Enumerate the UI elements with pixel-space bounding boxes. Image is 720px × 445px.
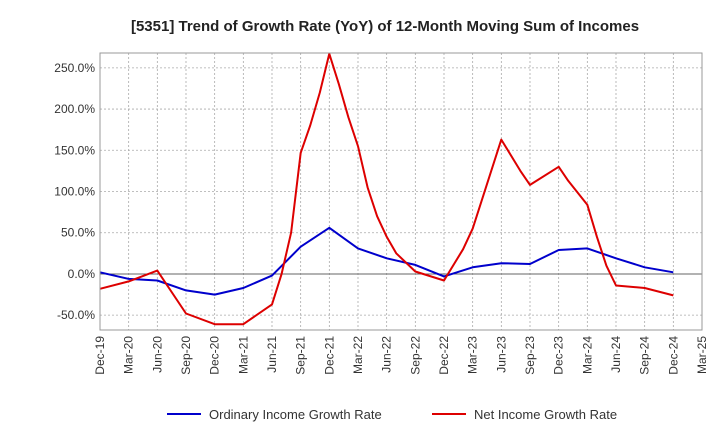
y-tick-label: 250.0% [54,61,95,75]
x-tick-label: Mar-21 [236,336,250,374]
x-tick-label: Sep-20 [179,336,193,375]
x-tick-label: Jun-22 [380,336,394,373]
x-tick-label: Mar-22 [351,336,365,374]
x-tick-label: Dec-21 [322,336,336,375]
x-tick-label: Dec-23 [552,336,566,375]
legend: Ordinary Income Growth Rate Net Income G… [167,407,617,422]
x-tick-label: Dec-19 [93,336,107,375]
series-lines [99,52,674,326]
legend-label-net-income: Net Income Growth Rate [474,407,617,422]
series-line-ordinary-income [99,226,674,296]
x-tick-label: Dec-24 [666,336,680,375]
x-tick-label: Dec-20 [208,336,222,375]
grid-lines [99,53,703,330]
x-tick-label: Mar-23 [466,336,480,374]
plot-frame [99,52,703,331]
y-tick-label: 200.0% [54,102,95,116]
y-tick-label: -50.0% [57,308,95,322]
y-tick-label: 150.0% [54,143,95,157]
legend-label-ordinary-income: Ordinary Income Growth Rate [209,407,382,422]
x-tick-label: Sep-24 [638,336,652,375]
x-tick-label: Mar-25 [695,336,709,374]
x-tick-label: Dec-22 [437,336,451,375]
x-tick-label: Mar-20 [122,336,136,374]
x-tick-label: Mar-24 [580,336,594,374]
x-tick-label: Jun-21 [265,336,279,373]
series-line-net-income [99,52,674,326]
y-tick-label: 0.0% [68,267,96,281]
axis-labels: Dec-19 Mar-20 Jun-20 Sep-20 Dec-20 Mar-21 Jun-… [54,61,709,375]
y-tick-label: 100.0% [54,185,95,199]
x-tick-label: Jun-23 [494,336,508,373]
x-tick-label: Sep-23 [523,336,537,375]
chart-title: [5351] Trend of Growth Rate (YoY) of 12-… [131,18,639,35]
x-tick-label: Sep-21 [294,336,308,375]
x-tick-label: Jun-20 [150,336,164,373]
x-tick-label: Sep-22 [408,336,422,375]
y-tick-label: 50.0% [61,226,95,240]
x-tick-label: Jun-24 [609,336,623,373]
